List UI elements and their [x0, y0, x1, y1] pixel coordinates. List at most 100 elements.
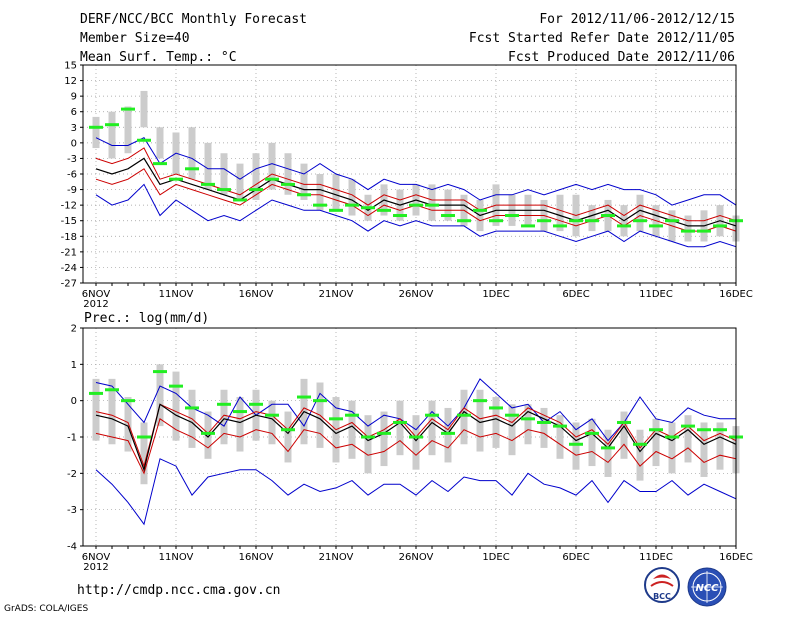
temp-observed-marker — [281, 183, 295, 186]
temp-observed-marker — [409, 204, 423, 207]
prec-observed-marker — [329, 417, 343, 420]
prec-spread-box — [685, 415, 692, 462]
bcc-logo: BCC — [641, 566, 683, 608]
prec-observed-marker — [153, 370, 167, 373]
prec-observed-marker — [345, 414, 359, 417]
temp-observed-marker — [393, 214, 407, 217]
prec-observed-marker — [265, 414, 279, 417]
prec-observed-marker — [665, 436, 679, 439]
prec-spread-box — [669, 422, 676, 473]
temp-spread-box — [269, 143, 276, 190]
prec-xtick-label: 11NOV — [159, 552, 194, 563]
temp-xtick-label: 11DEC — [639, 289, 673, 300]
prec-observed-marker — [585, 432, 599, 435]
prec-xtick-label: 6DEC — [562, 552, 589, 563]
temp-observed-marker — [473, 209, 487, 212]
temp-observed-marker — [153, 162, 167, 165]
temp-ytick-label: -27 — [61, 279, 77, 290]
temp-spread-box — [637, 195, 644, 231]
prec-spread-box — [653, 419, 660, 466]
temperature-chart: 15129630-3-6-9-12-15-18-21-24-276NOV 11NO… — [0, 0, 800, 618]
ncc-logo: NCC — [686, 566, 728, 608]
prec-xtick-label: 16DEC — [719, 552, 753, 563]
prec-observed-marker — [281, 428, 295, 431]
prec-xtick-label: 26NOV — [399, 552, 434, 563]
prec-spread-box — [413, 415, 420, 470]
temp-observed-marker — [649, 224, 663, 227]
prec-ytick-label: -1 — [67, 433, 77, 444]
temp-observed-marker — [329, 209, 343, 212]
temp-observed-marker — [233, 198, 247, 201]
prec-xtick-label: 1DEC — [482, 552, 509, 563]
temp-ytick-label: -15 — [61, 216, 77, 227]
temp-ytick-label: 15 — [64, 61, 77, 72]
temp-observed-marker — [521, 224, 535, 227]
prec-observed-marker — [409, 436, 423, 439]
temp-ytick-label: -12 — [61, 201, 77, 212]
temp-observed-marker — [201, 183, 215, 186]
prec-observed-marker — [521, 417, 535, 420]
prec-observed-marker — [361, 436, 375, 439]
prec-spread-box — [349, 401, 356, 459]
prec-xtick-label: 21NOV — [319, 552, 354, 563]
temp-observed-marker — [425, 204, 439, 207]
prec-spread-box — [269, 401, 276, 445]
prec-spread-box — [461, 390, 468, 445]
temp-observed-marker — [249, 188, 263, 191]
prec-observed-marker — [217, 403, 231, 406]
prec-observed-marker — [169, 385, 183, 388]
temp-observed-marker — [265, 178, 279, 181]
prec-xtick-label: 11DEC — [639, 552, 673, 563]
temp-ytick-label: -3 — [67, 154, 77, 165]
prec-observed-marker — [681, 425, 695, 428]
prec-observed-marker — [537, 421, 551, 424]
prec-observed-marker — [249, 403, 263, 406]
grads-credit: GrADS: COLA/IGES — [4, 604, 88, 614]
prec-spread-box — [125, 397, 132, 452]
prec-observed-marker — [121, 399, 135, 402]
temp-spread-box — [333, 174, 340, 210]
prec-observed-marker — [553, 425, 567, 428]
temp-ytick-label: 9 — [71, 92, 77, 103]
prec-observed-marker — [233, 410, 247, 413]
prec-observed-marker — [633, 443, 647, 446]
prec-ytick-label: -2 — [67, 469, 77, 480]
temp-ytick-label: 0 — [71, 138, 77, 149]
temp-spread-box — [349, 179, 356, 215]
temp-spread-box — [189, 127, 196, 179]
prec-observed-marker — [441, 432, 455, 435]
prec-observed-marker — [457, 414, 471, 417]
prec-spread-box — [93, 379, 100, 441]
prec-observed-marker — [505, 414, 519, 417]
precip-title: Prec.: log(mm/d) — [84, 311, 209, 326]
temp-observed-marker — [121, 108, 135, 111]
temp-observed-marker — [345, 204, 359, 207]
temp-observed-marker — [505, 214, 519, 217]
temp-xtick-label: 1DEC — [482, 289, 509, 300]
temp-observed-marker — [569, 219, 583, 222]
temp-xtick-label: 21NOV — [319, 289, 354, 300]
prec-observed-marker — [601, 446, 615, 449]
temp-observed-marker — [377, 209, 391, 212]
prec-observed-marker — [697, 428, 711, 431]
prec-spread-box — [637, 430, 644, 481]
temp-observed-marker — [185, 167, 199, 170]
temp-spread-box — [157, 127, 164, 158]
prec-observed-marker — [201, 432, 215, 435]
temp-observed-marker — [633, 219, 647, 222]
prec-observed-marker — [137, 436, 151, 439]
temp-ytick-label: -24 — [61, 263, 77, 274]
prec-spread-box — [509, 404, 516, 455]
temp-observed-marker — [217, 188, 231, 191]
prec-ytick-label: 0 — [71, 396, 77, 407]
prec-observed-marker — [393, 421, 407, 424]
prec-observed-marker — [89, 392, 103, 395]
temp-xtick-label: 16NOV — [239, 289, 274, 300]
temp-ytick-label: -6 — [67, 170, 77, 181]
temp-observed-marker — [297, 193, 311, 196]
temp-observed-marker — [617, 224, 631, 227]
temp-ytick-label: -18 — [61, 232, 77, 243]
source-url[interactable]: http://cmdp.ncc.cma.gov.cn — [77, 583, 281, 598]
prec-observed-marker — [425, 414, 439, 417]
prec-observed-marker — [313, 399, 327, 402]
